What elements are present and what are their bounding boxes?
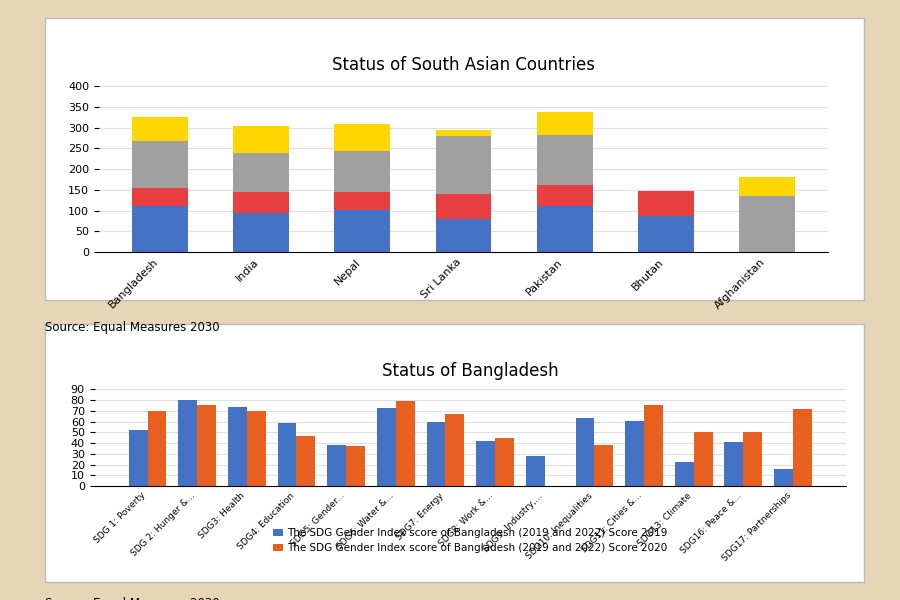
- Bar: [132, 118, 188, 141]
- Bar: [675, 463, 694, 486]
- Bar: [132, 188, 188, 206]
- Bar: [296, 436, 315, 486]
- Legend: Rank2019, Score2019, Rank 2020, Score 2020: Rank2019, Score2019, Rank 2020, Score 20…: [292, 328, 635, 347]
- Bar: [335, 210, 390, 252]
- Bar: [537, 185, 592, 206]
- Bar: [739, 196, 795, 252]
- Bar: [148, 411, 166, 486]
- Bar: [724, 442, 743, 486]
- Bar: [626, 421, 644, 486]
- Bar: [178, 400, 197, 486]
- Bar: [436, 136, 491, 194]
- Title: Status of Bangladesh: Status of Bangladesh: [382, 362, 559, 380]
- Title: Status of South Asian Countries: Status of South Asian Countries: [332, 56, 595, 74]
- Bar: [132, 206, 188, 252]
- Bar: [638, 191, 694, 215]
- Text: Source: Equal Measures 2030: Source: Equal Measures 2030: [45, 321, 220, 334]
- Bar: [644, 406, 663, 486]
- Bar: [335, 151, 390, 191]
- Legend: The SDG Gender Index score of Bangladesh (2019 and 2022) Score 2019, The SDG Gen: The SDG Gender Index score of Bangladesh…: [268, 524, 672, 557]
- Bar: [396, 401, 415, 486]
- Bar: [743, 433, 762, 486]
- Bar: [436, 194, 491, 219]
- Bar: [739, 178, 795, 196]
- Text: Source: Equal Measures 2030: Source: Equal Measures 2030: [45, 597, 220, 600]
- Bar: [233, 152, 289, 192]
- Bar: [793, 409, 812, 486]
- Bar: [197, 406, 216, 486]
- Bar: [335, 124, 390, 151]
- Bar: [436, 130, 491, 136]
- Bar: [277, 422, 296, 486]
- Bar: [537, 112, 592, 135]
- Bar: [537, 206, 592, 252]
- Bar: [233, 192, 289, 212]
- Bar: [335, 191, 390, 210]
- Bar: [436, 219, 491, 252]
- Bar: [346, 446, 365, 486]
- Bar: [427, 422, 446, 486]
- Bar: [132, 141, 188, 188]
- Bar: [377, 407, 396, 486]
- Bar: [228, 407, 247, 486]
- Bar: [446, 414, 464, 486]
- Bar: [774, 469, 793, 486]
- Bar: [129, 430, 148, 486]
- Bar: [694, 433, 713, 486]
- Bar: [233, 212, 289, 252]
- Bar: [328, 445, 346, 486]
- Bar: [537, 135, 592, 185]
- Bar: [476, 441, 495, 486]
- Bar: [233, 125, 289, 152]
- Bar: [638, 215, 694, 252]
- Bar: [495, 437, 514, 486]
- Bar: [526, 456, 544, 486]
- Bar: [247, 411, 266, 486]
- Bar: [594, 445, 613, 486]
- Bar: [575, 418, 594, 486]
